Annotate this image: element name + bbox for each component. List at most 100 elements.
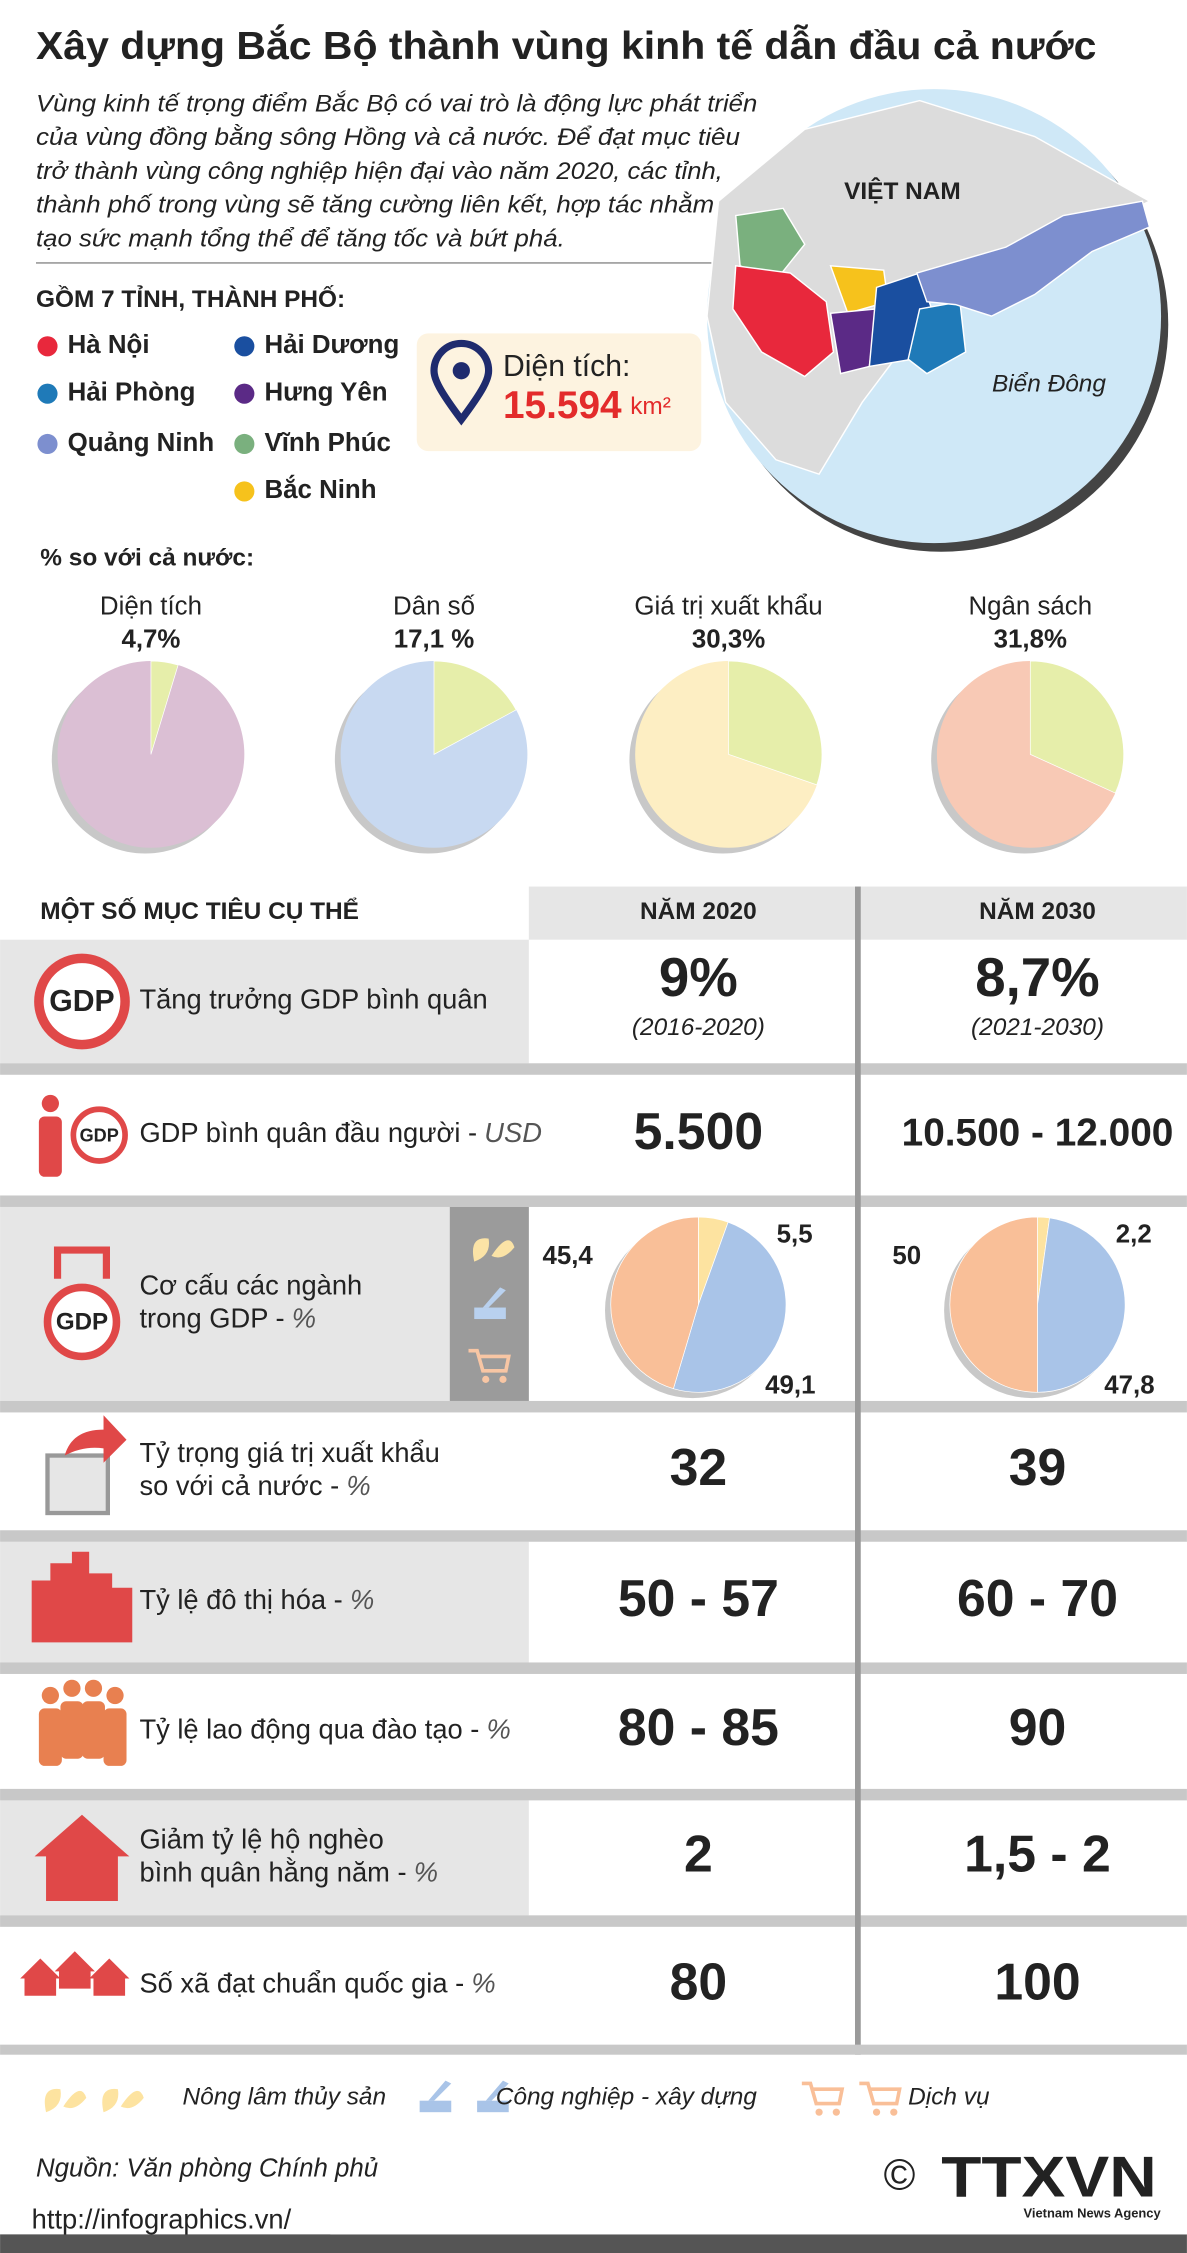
row-label: trong GDP -% [139, 1303, 316, 1334]
person-body [38, 1116, 62, 1177]
gdp-icon-ring [70, 1106, 128, 1164]
pie-slice [1037, 1217, 1126, 1393]
icon-cart-wheel [872, 2108, 881, 2116]
row-value: 80 [670, 1952, 728, 2010]
gdp-icon-text: GDP [49, 985, 114, 1018]
pie-slice [728, 660, 823, 786]
row-label-text: Cơ cấu các ngành [139, 1270, 362, 1301]
logo: TTXVN [941, 2145, 1157, 2209]
gdp-icon-ring [43, 1283, 121, 1361]
intro-line: trở thành vùng công nghiệp hiện đại vào … [36, 158, 723, 185]
row-value: 32 [670, 1438, 728, 1496]
map-ha-noi [732, 265, 835, 378]
area-number: 15.594 [503, 384, 622, 427]
house-icon [34, 1814, 130, 1901]
icon-cart-wheel [499, 1375, 507, 1383]
provinces-heading: GỒM 7 TỈNH, THÀNH PHỐ: [36, 284, 345, 313]
table-heading: MỘT SỐ MỤC TIÊU CỤ THỂ [40, 897, 359, 925]
icon-crane-arm [485, 2080, 509, 2101]
pin-dot [452, 362, 470, 380]
share-heading: % so với cả nước: [40, 544, 254, 571]
icon-crane [419, 2100, 452, 2113]
row-separator [0, 1400, 1187, 1413]
pie-slice [672, 1221, 787, 1393]
row-label-text: Tỷ lệ đô thị hóa - [139, 1584, 342, 1615]
pie-value-label: 4,7% [121, 626, 180, 654]
pie-value-label: 30,3% [692, 626, 765, 654]
row-label-text: Tăng trưởng GDP bình quân [139, 984, 487, 1015]
row-label-text: Tỷ trọng giá trị xuất khẩu [139, 1437, 439, 1468]
row-label: Tỷ lệ lao động qua đào tạo -% [139, 1714, 510, 1745]
icon-crane-arm [428, 2080, 452, 2101]
pin-icon [430, 339, 493, 426]
row-separator [0, 1530, 1187, 1542]
row-label-text: trong GDP - [139, 1303, 284, 1334]
row-label-text: Tỷ lệ lao động qua đào tạo - [139, 1714, 479, 1745]
province-name: Hải Phòng [68, 379, 196, 407]
column-divider [855, 886, 861, 2055]
column-header: NĂM 2030 [979, 897, 1096, 925]
row-label-text: Số xã đạt chuẩn quốc gia - [139, 1968, 464, 1999]
people-body [103, 1708, 127, 1766]
pie-value-label: 17,1 % [394, 626, 475, 654]
row-value: 9% [659, 947, 738, 1008]
row-label-text: GDP bình quân đầu người - [139, 1117, 477, 1148]
icon-cart-wheel [832, 2108, 840, 2116]
people-head [63, 1679, 81, 1697]
row-value: 1,5 - 2 [964, 1825, 1111, 1883]
row-value: 90 [1009, 1698, 1067, 1756]
icon-crane-arm [482, 1287, 506, 1308]
row-label-text: so với cả nước - [139, 1470, 339, 1501]
source: Nguồn: Văn phòng Chính phủ [36, 2154, 378, 2182]
row-value: 60 - 70 [957, 1569, 1118, 1627]
row-unit: USD [484, 1117, 542, 1148]
icon-leaf [472, 1238, 515, 1262]
box-icon [45, 1453, 110, 1516]
pie-title: Dân số [393, 593, 475, 621]
sector-value-label: 45,4 [542, 1242, 593, 1270]
row-label: so với cả nước -% [139, 1470, 370, 1501]
province-name: Hưng Yên [264, 379, 387, 407]
table-bottom [0, 2044, 1187, 2055]
province-name: Hải Dương [264, 331, 399, 359]
houses-icon [20, 1958, 61, 1996]
legend-label: Dịch vụ [908, 2083, 990, 2110]
row-value: 10.500 - 12.000 [902, 1111, 1174, 1154]
gdp-icon-text: GDP [80, 1125, 119, 1145]
legend-label: Công nghiệp - xây dựng [496, 2083, 757, 2110]
icon-leaf [44, 2088, 87, 2113]
title: Xây dựng Bắc Bộ thành vùng kinh tế dẫn đ… [36, 24, 1096, 68]
province-name: Hà Nội [68, 331, 150, 359]
row-label: Số xã đạt chuẩn quốc gia -% [139, 1968, 495, 1999]
people-head [41, 1686, 59, 1705]
row-label: GDP bình quân đầu người - USD [139, 1117, 541, 1148]
icon-cart [859, 2081, 902, 2106]
row-separator [0, 1915, 1187, 1927]
sector-value-label: 49,1 [765, 1371, 815, 1399]
row-unit: % [414, 1857, 438, 1888]
houses-icon [89, 1958, 130, 1996]
intro-line: tạo sức mạnh tổng thể để tăng tốc và bứt… [36, 225, 565, 252]
person-head [41, 1094, 59, 1113]
arrow-icon [64, 1415, 127, 1463]
row-label-text: Giảm tỷ lệ hộ nghèo [139, 1824, 383, 1855]
row-unit: % [292, 1303, 316, 1334]
area-value: 15.594 km² [503, 384, 671, 427]
row-value: 2 [684, 1825, 713, 1883]
pie-slice [610, 1216, 699, 1390]
people-body [38, 1708, 62, 1766]
province-dot [234, 481, 255, 502]
sector-value-label: 5,5 [777, 1221, 813, 1249]
intro-line: thành phố trong vùng sẽ tăng cường liên … [36, 192, 714, 219]
icon-cart-wheel [482, 1375, 490, 1383]
pie-value-label: 31,8% [994, 626, 1067, 654]
province-name: Bắc Ninh [264, 474, 376, 504]
province-dot [234, 383, 255, 404]
province-dot [234, 433, 255, 455]
province-dot [37, 336, 58, 357]
people-head [106, 1686, 124, 1705]
people-body [60, 1701, 84, 1759]
row-separator [0, 1788, 1187, 1801]
icon-cart [468, 1348, 511, 1373]
row-unit: % [350, 1584, 374, 1615]
